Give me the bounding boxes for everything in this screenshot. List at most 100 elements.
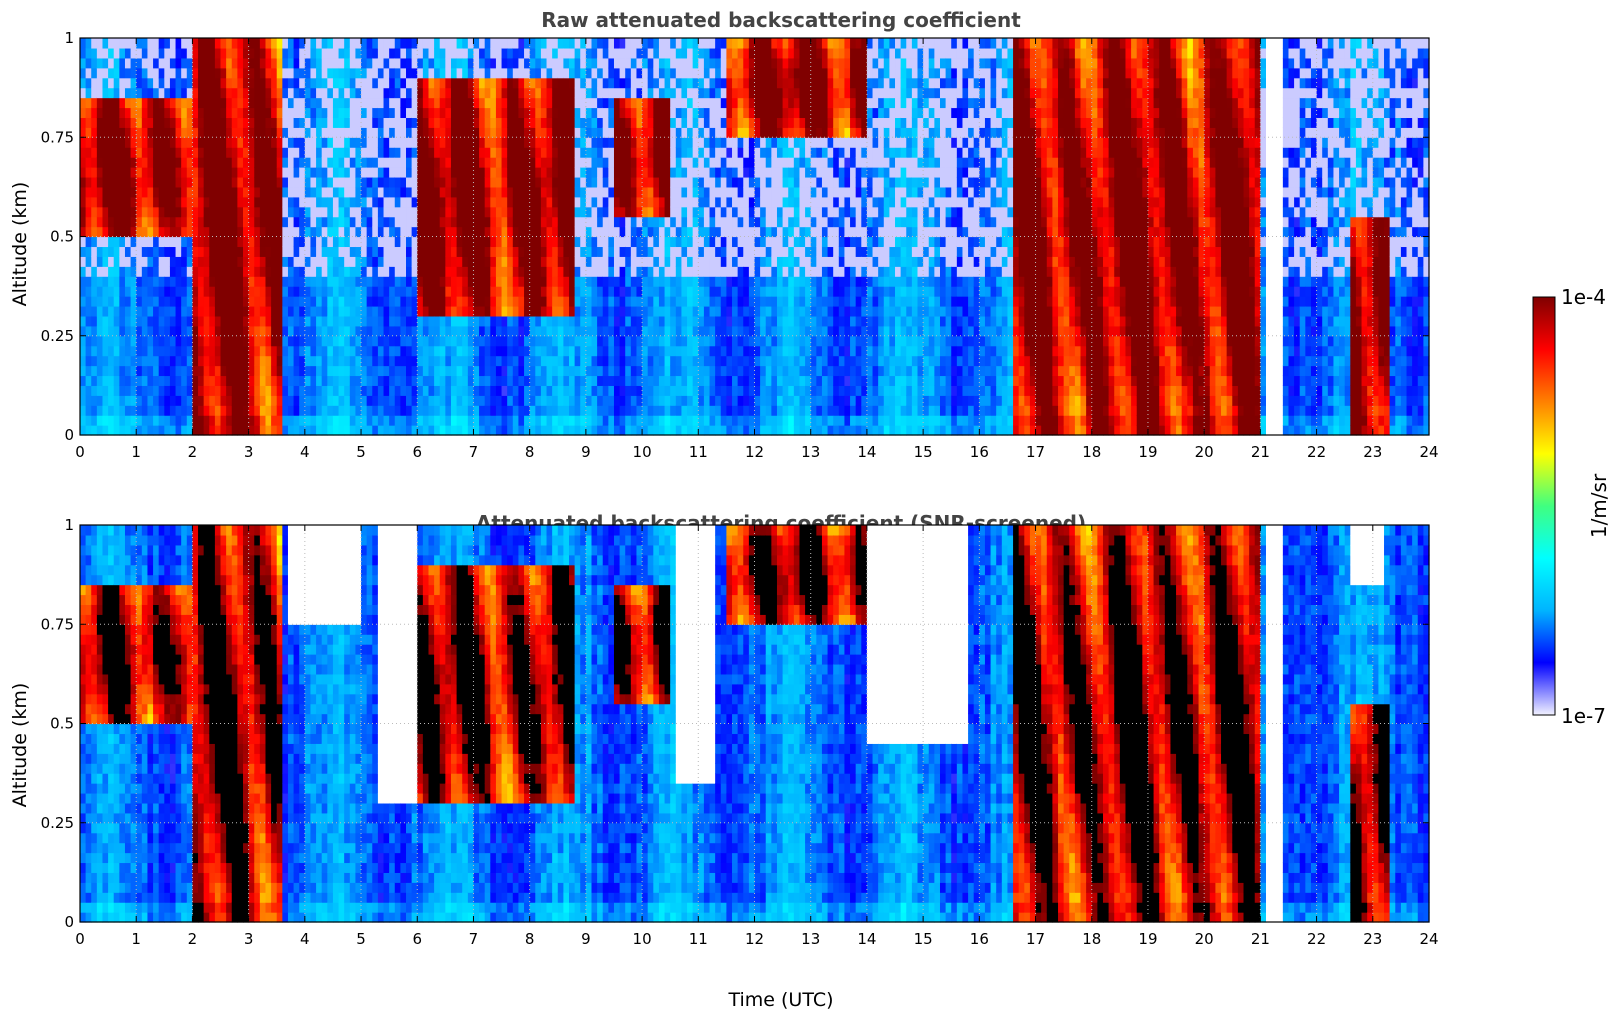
heatmap-cell (411, 286, 418, 297)
heatmap-cell (186, 375, 194, 386)
heatmap-cell (181, 127, 188, 138)
heatmap-cell (512, 47, 520, 59)
heatmap-cell (439, 77, 446, 89)
heatmap-cell (462, 147, 469, 158)
heatmap-cell (720, 107, 727, 119)
heatmap-cell (748, 226, 756, 238)
heatmap-cell (198, 236, 205, 248)
heatmap-cell (226, 57, 233, 69)
heatmap-cell (394, 206, 401, 218)
heatmap-cell (670, 375, 677, 386)
heatmap-cell (748, 276, 756, 287)
heatmap-cell (675, 355, 683, 367)
heatmap-cell (293, 57, 300, 69)
heatmap-cell (552, 375, 559, 386)
heatmap-cell (389, 226, 396, 238)
heatmap-cell (175, 345, 182, 357)
heatmap-cell (136, 405, 143, 416)
heatmap-cell (737, 375, 744, 386)
heatmap-cell (102, 216, 109, 228)
heatmap-cell (243, 47, 250, 59)
heatmap-cell (327, 375, 334, 386)
heatmap-cell (349, 335, 357, 347)
heatmap-cell (214, 315, 222, 327)
heatmap-cell (647, 87, 654, 99)
heatmap-cell (428, 196, 435, 208)
heatmap-cell (647, 305, 654, 317)
heatmap-cell (287, 236, 295, 248)
heatmap-cell (226, 117, 233, 128)
heatmap-cell (91, 67, 98, 79)
heatmap-cell (518, 296, 525, 307)
heatmap-cell (456, 157, 463, 168)
heatmap-cell (108, 147, 115, 158)
heatmap-cell (563, 176, 570, 188)
heatmap-cell (524, 38, 531, 49)
heatmap-cell (546, 167, 553, 178)
heatmap-cell (479, 266, 486, 277)
heatmap-cell (569, 157, 576, 168)
heatmap-cell (417, 355, 424, 367)
heatmap-cell (608, 345, 615, 357)
heatmap-cell (254, 137, 261, 148)
heatmap-cell (102, 256, 109, 267)
heatmap-cell (754, 127, 761, 138)
heatmap-cell (535, 256, 542, 267)
heatmap-cell (675, 335, 683, 347)
heatmap-cell (602, 176, 609, 188)
heatmap-cell (153, 256, 160, 267)
heatmap-cell (664, 325, 671, 337)
heatmap-cell (501, 176, 508, 188)
heatmap-cell (720, 375, 727, 386)
heatmap-cell (743, 87, 750, 99)
heatmap-cell (203, 266, 210, 277)
heatmap-cell (653, 246, 660, 257)
heatmap-cell (186, 206, 194, 218)
heatmap-cell (119, 286, 126, 297)
heatmap-cell (108, 67, 115, 79)
heatmap-cell (434, 246, 441, 257)
heatmap-cell (776, 266, 784, 277)
heatmap-cell (265, 206, 272, 218)
heatmap-cell (119, 97, 126, 109)
heatmap-cell (372, 67, 379, 79)
heatmap-cell (434, 395, 441, 406)
heatmap-cell (771, 216, 778, 228)
heatmap-cell (765, 236, 772, 248)
heatmap-cell (361, 236, 368, 248)
heatmap-cell (653, 256, 660, 267)
heatmap-cell (259, 425, 267, 436)
heatmap-cell (557, 286, 564, 297)
heatmap-cell (709, 415, 716, 426)
heatmap-cell (389, 335, 396, 347)
heatmap-cell (96, 415, 104, 426)
heatmap-cell (439, 206, 446, 218)
heatmap-cell (450, 236, 458, 248)
heatmap-cell (602, 395, 609, 406)
heatmap-cell (743, 375, 750, 386)
heatmap-cell (282, 276, 289, 287)
heatmap-cell (265, 117, 272, 128)
heatmap-cell (243, 375, 250, 386)
heatmap-cell (501, 305, 508, 317)
heatmap-cell (597, 236, 604, 248)
heatmap-cell (445, 137, 452, 148)
heatmap-cell (473, 67, 480, 79)
heatmap-cell (299, 157, 306, 168)
heatmap-cell (287, 117, 295, 128)
heatmap-cell (698, 206, 705, 218)
heatmap-cell (574, 127, 581, 138)
heatmap-cell (338, 47, 345, 59)
heatmap-cell (124, 405, 132, 416)
heatmap-cell (546, 276, 553, 287)
heatmap-cell (664, 365, 671, 377)
heatmap-cell (720, 385, 727, 396)
heatmap-cell (439, 365, 446, 377)
heatmap-cell (546, 57, 553, 69)
heatmap-cell (321, 137, 328, 148)
heatmap-cell (484, 315, 491, 327)
heatmap-cell (243, 395, 250, 406)
heatmap-cell (490, 57, 497, 69)
heatmap-cell (737, 296, 744, 307)
heatmap-cell (715, 405, 722, 416)
